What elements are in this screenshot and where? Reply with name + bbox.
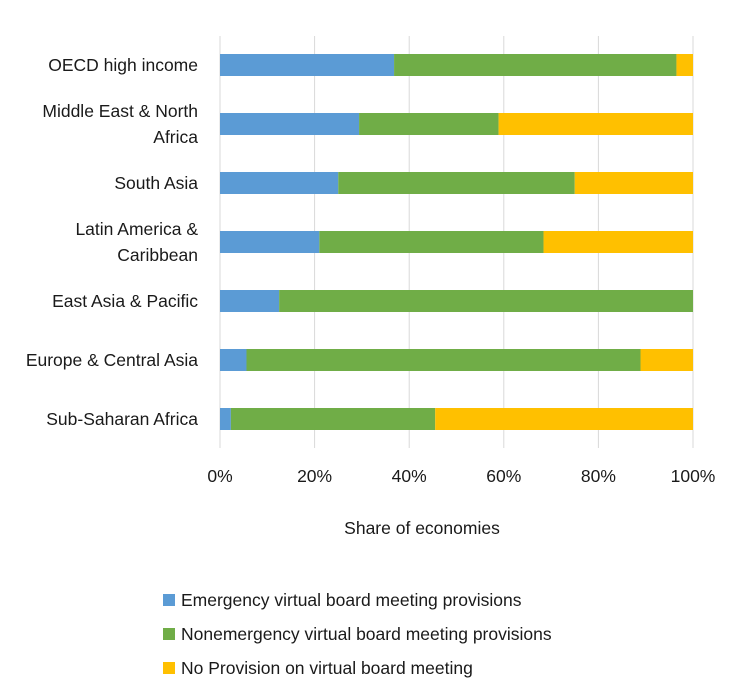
x-tick-label: 80% [581,466,616,486]
bar-segment-2-row-6 [246,349,641,371]
bar-segment-2-row-4 [319,231,544,253]
category-label: Europe & Central Asia [26,350,198,370]
category-label: South Asia [114,173,198,193]
x-tick-labels: 0% 20% 40% 60% 80% 100% [207,466,715,486]
bar-segment-2-row-3 [338,172,575,194]
bar-segment-1-row-6 [220,349,247,371]
bar-segment-1-row-7 [220,408,231,430]
legend-swatch-1 [163,594,175,606]
legend: Emergency virtual board meeting provisio… [163,590,552,678]
x-tick-label: 60% [486,466,521,486]
bar-segment-1-row-2 [220,113,360,135]
x-tick-label: 20% [297,466,332,486]
legend-swatch-2 [163,628,175,640]
bar-segment-2-row-7 [230,408,436,430]
category-label: East Asia & Pacific [52,291,198,311]
bar-segment-2-row-1 [394,54,677,76]
bars [220,54,693,430]
bar-segment-3-row-2 [498,113,693,135]
bar-segment-3-row-1 [676,54,693,76]
bar-segment-2-row-5 [279,290,693,312]
category-label: Latin America & [75,219,198,239]
legend-swatch-3 [163,662,175,674]
bar-segment-3-row-6 [640,349,693,371]
category-label: Middle East & North [42,101,198,121]
x-tick-label: 40% [392,466,427,486]
category-label: Africa [153,127,198,147]
bar-segment-1-row-3 [220,172,339,194]
x-axis-title: Share of economies [344,518,500,538]
bar-segment-1-row-4 [220,231,320,253]
bar-segment-3-row-4 [543,231,693,253]
category-label: Sub-Saharan Africa [46,409,198,429]
x-tick-label: 100% [671,466,716,486]
bar-segment-3-row-7 [435,408,693,430]
bar-segment-2-row-2 [359,113,499,135]
legend-label-1: Emergency virtual board meeting provisio… [181,590,522,610]
category-label: Caribbean [117,245,198,265]
x-tick-label: 0% [207,466,232,486]
bar-segment-1-row-1 [220,54,395,76]
legend-label-3: No Provision on virtual board meeting [181,658,473,678]
legend-label-2: Nonemergency virtual board meeting provi… [181,624,552,644]
bar-segment-3-row-3 [574,172,693,194]
category-label: OECD high income [48,55,198,75]
category-labels: OECD high income Middle East & North Afric… [26,55,199,429]
bar-segment-1-row-5 [220,290,280,312]
